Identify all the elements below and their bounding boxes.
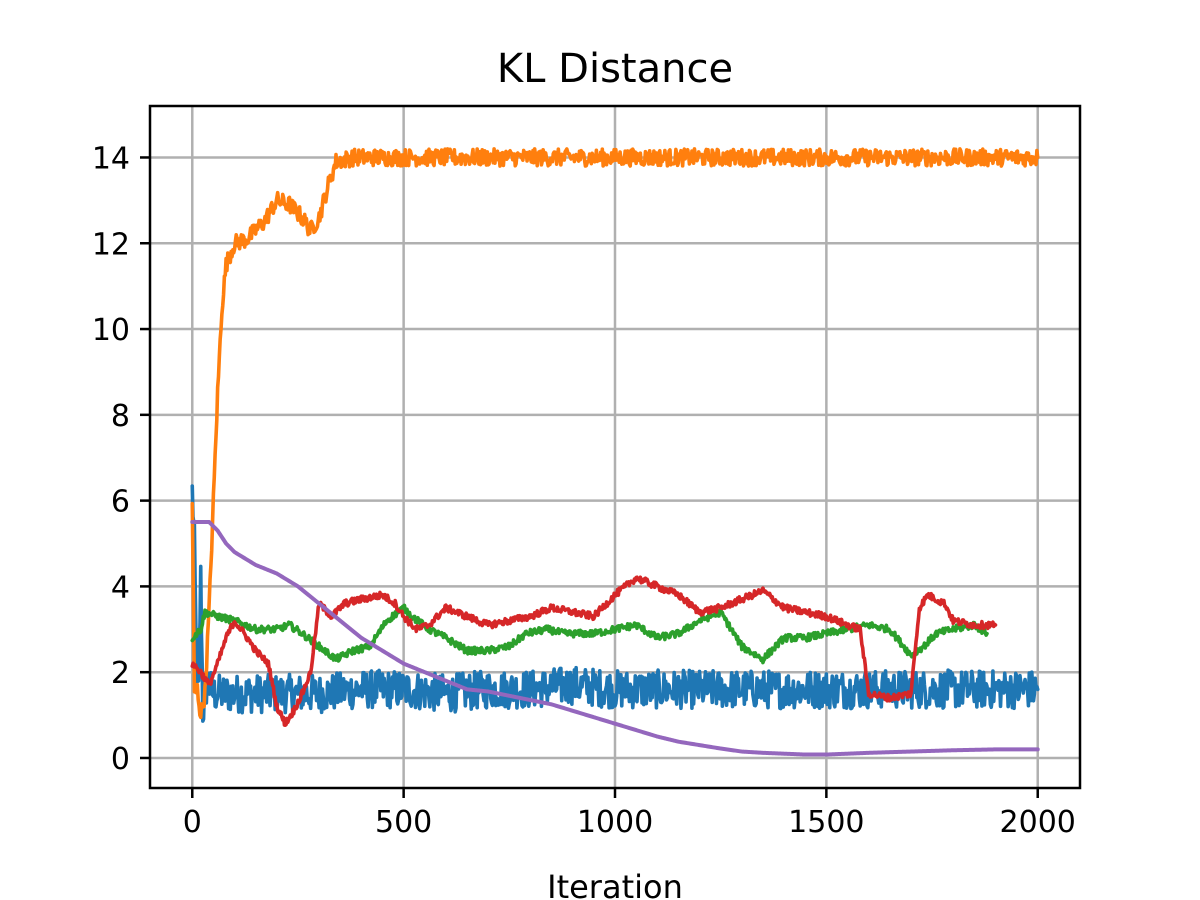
y-tick-label: 6	[111, 485, 130, 520]
y-tick-label: 14	[92, 141, 130, 176]
series-line-2	[190, 147, 1040, 720]
x-tick-label: 2000	[1000, 805, 1076, 840]
axis-ticks: 0 500 1000 1500 2000 0 2 4 6 8 10 12 14	[92, 141, 1076, 840]
y-tick-label: 8	[111, 399, 130, 434]
chart-title: KL Distance	[497, 46, 733, 92]
y-tick-label: 10	[92, 313, 130, 348]
x-axis-label: Iteration	[547, 868, 683, 900]
x-tick-label: 1000	[577, 805, 653, 840]
series-line-5	[190, 520, 1040, 757]
series-line-1	[190, 484, 1040, 723]
x-tick-label: 1500	[788, 805, 864, 840]
y-tick-label: 2	[111, 656, 130, 691]
x-tick-label: 0	[183, 805, 202, 840]
x-tick-label: 500	[375, 805, 432, 840]
y-tick-label: 12	[92, 227, 130, 262]
y-tick-label: 4	[111, 570, 130, 605]
series-layer	[190, 147, 1040, 757]
y-tick-label: 0	[111, 742, 130, 777]
